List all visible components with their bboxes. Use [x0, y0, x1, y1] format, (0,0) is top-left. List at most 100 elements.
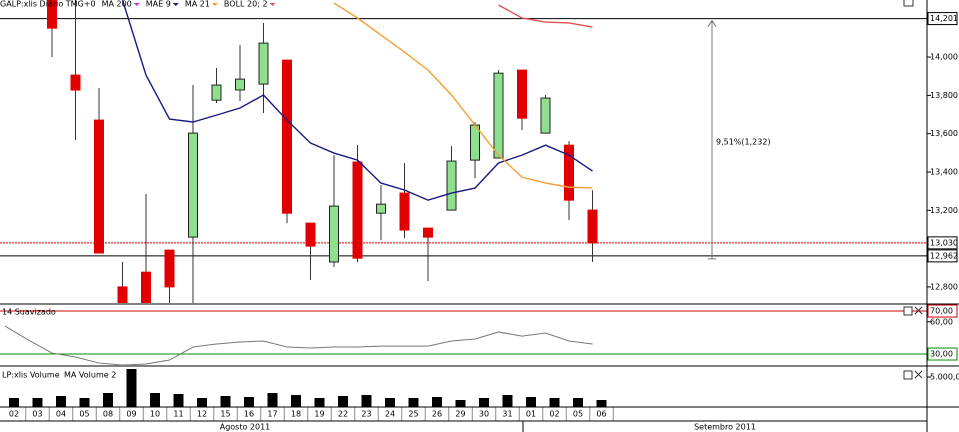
candle-body: [211, 84, 222, 101]
panel-button[interactable]: [903, 0, 914, 7]
volume-bar: [197, 398, 207, 407]
y-tick-label: 13,600: [930, 129, 958, 138]
x-tick-label: 12: [197, 410, 207, 419]
x-tick-label: 02: [9, 410, 19, 419]
volume-bar: [432, 396, 442, 407]
x-tick-label: 05: [79, 410, 89, 419]
x-tick-label: 29: [455, 410, 465, 419]
volume-bar: [502, 395, 513, 407]
volume-bar: [549, 398, 560, 407]
x-tick-label: 22: [338, 410, 348, 419]
candle-body: [47, 0, 57, 29]
line-series: [333, 2, 593, 189]
x-tick-label: 19: [314, 410, 324, 419]
y-tick-label: 13,800: [930, 91, 958, 100]
volume-bar: [455, 399, 466, 407]
candle-body: [305, 222, 316, 247]
x-tick-label: 25: [408, 410, 418, 419]
level-label-box: [927, 249, 958, 263]
y-tick-label: 70,00: [930, 307, 953, 316]
volume-bar: [150, 393, 160, 407]
candle-body: [329, 205, 339, 263]
x-tick-label: 08: [103, 410, 113, 419]
y-tick-label: 12,800: [930, 282, 958, 291]
y-tick-label: 13,400: [930, 167, 958, 176]
level-label-box: [927, 304, 958, 318]
volume-bar: [526, 396, 536, 407]
x-tick-label: 31: [502, 410, 512, 419]
volume-bar: [79, 398, 90, 407]
volume-bar: [479, 398, 489, 407]
candle-body: [94, 119, 104, 254]
candle-body: [117, 286, 128, 303]
x-tick-label: 05: [573, 410, 583, 419]
volume-bar: [314, 398, 325, 407]
legend-entry: MAE 9: [146, 0, 171, 9]
candle-body: [423, 227, 433, 238]
volume-bar: [267, 393, 278, 407]
close-button[interactable]: [914, 306, 923, 315]
minimize-button[interactable]: [903, 370, 913, 380]
x-tick-label: 26: [432, 410, 442, 419]
chart-title: GALP:xlis Diário TMG+0: [0, 0, 96, 9]
x-tick-label: 06: [596, 410, 606, 419]
candle-body: [564, 144, 574, 201]
candle-body: [235, 78, 245, 91]
annotation: 9,51%(1,232): [716, 138, 771, 147]
legend-marker: [172, 3, 179, 6]
candle-body: [258, 42, 269, 85]
candle-body: [141, 271, 151, 303]
panel-title: LP:xlis Volume: [2, 371, 60, 380]
x-tick-label: 23: [361, 410, 371, 419]
x-tick-label: 30: [479, 410, 489, 419]
minimize-button[interactable]: [903, 306, 913, 316]
legend-entry: BOLL 20; 2: [224, 0, 268, 9]
candle-body: [399, 192, 410, 231]
x-tick-label: 11: [173, 410, 183, 419]
volume-bar: [220, 396, 231, 407]
volume-bar: [408, 398, 419, 407]
volume-bar: [338, 396, 348, 407]
candle-body: [188, 132, 198, 238]
candle-body: [517, 69, 527, 119]
legend-marker: [269, 3, 276, 6]
candle-body: [282, 59, 292, 214]
x-tick-label: 24: [385, 410, 395, 419]
volume-bar: [291, 395, 301, 407]
y-tick-label: 5.000,0: [930, 373, 959, 382]
candle-body: [446, 160, 457, 211]
candle-body: [376, 203, 386, 214]
candle-body: [470, 124, 480, 161]
level-label-box: [927, 236, 958, 250]
axes: 14,000 13,800 13,600 13,400 13,200 12,800 70,0…: [9, 12, 959, 421]
measure-arrow: [707, 19, 717, 260]
x-tick-label: 02: [549, 410, 559, 419]
line-series: [121, 0, 593, 201]
volume-bar: [573, 398, 583, 407]
volume-bar: [596, 399, 607, 407]
x-tick-label: 16: [244, 410, 254, 419]
level-label-box: [927, 12, 958, 26]
x-tick-label: 18: [291, 410, 301, 419]
rsi-panel: [0, 310, 927, 365]
close-button[interactable]: [914, 370, 923, 379]
y-tick-label: 14,000: [930, 53, 958, 62]
legend-marker: [133, 3, 140, 6]
volume-bar: [103, 393, 113, 407]
volume-bar: [244, 396, 254, 407]
volume-bar: [56, 396, 66, 407]
month-label: Setembro 2011: [694, 423, 756, 432]
x-tick-label: 01: [526, 410, 536, 419]
y-tick-label: 30,00: [930, 350, 953, 359]
volume-bar: [173, 393, 184, 407]
volume-bar: [361, 395, 372, 407]
candle-body: [540, 97, 551, 134]
panel-subtitle: MA Volume 2: [64, 371, 116, 380]
y-tick-label: 60,00: [930, 317, 953, 326]
volume-bar: [9, 398, 19, 407]
volume-bar: [126, 369, 137, 407]
x-tick-label: 17: [267, 410, 277, 419]
x-tick-label: 15: [220, 410, 230, 419]
level-label: 12,962: [930, 251, 958, 260]
